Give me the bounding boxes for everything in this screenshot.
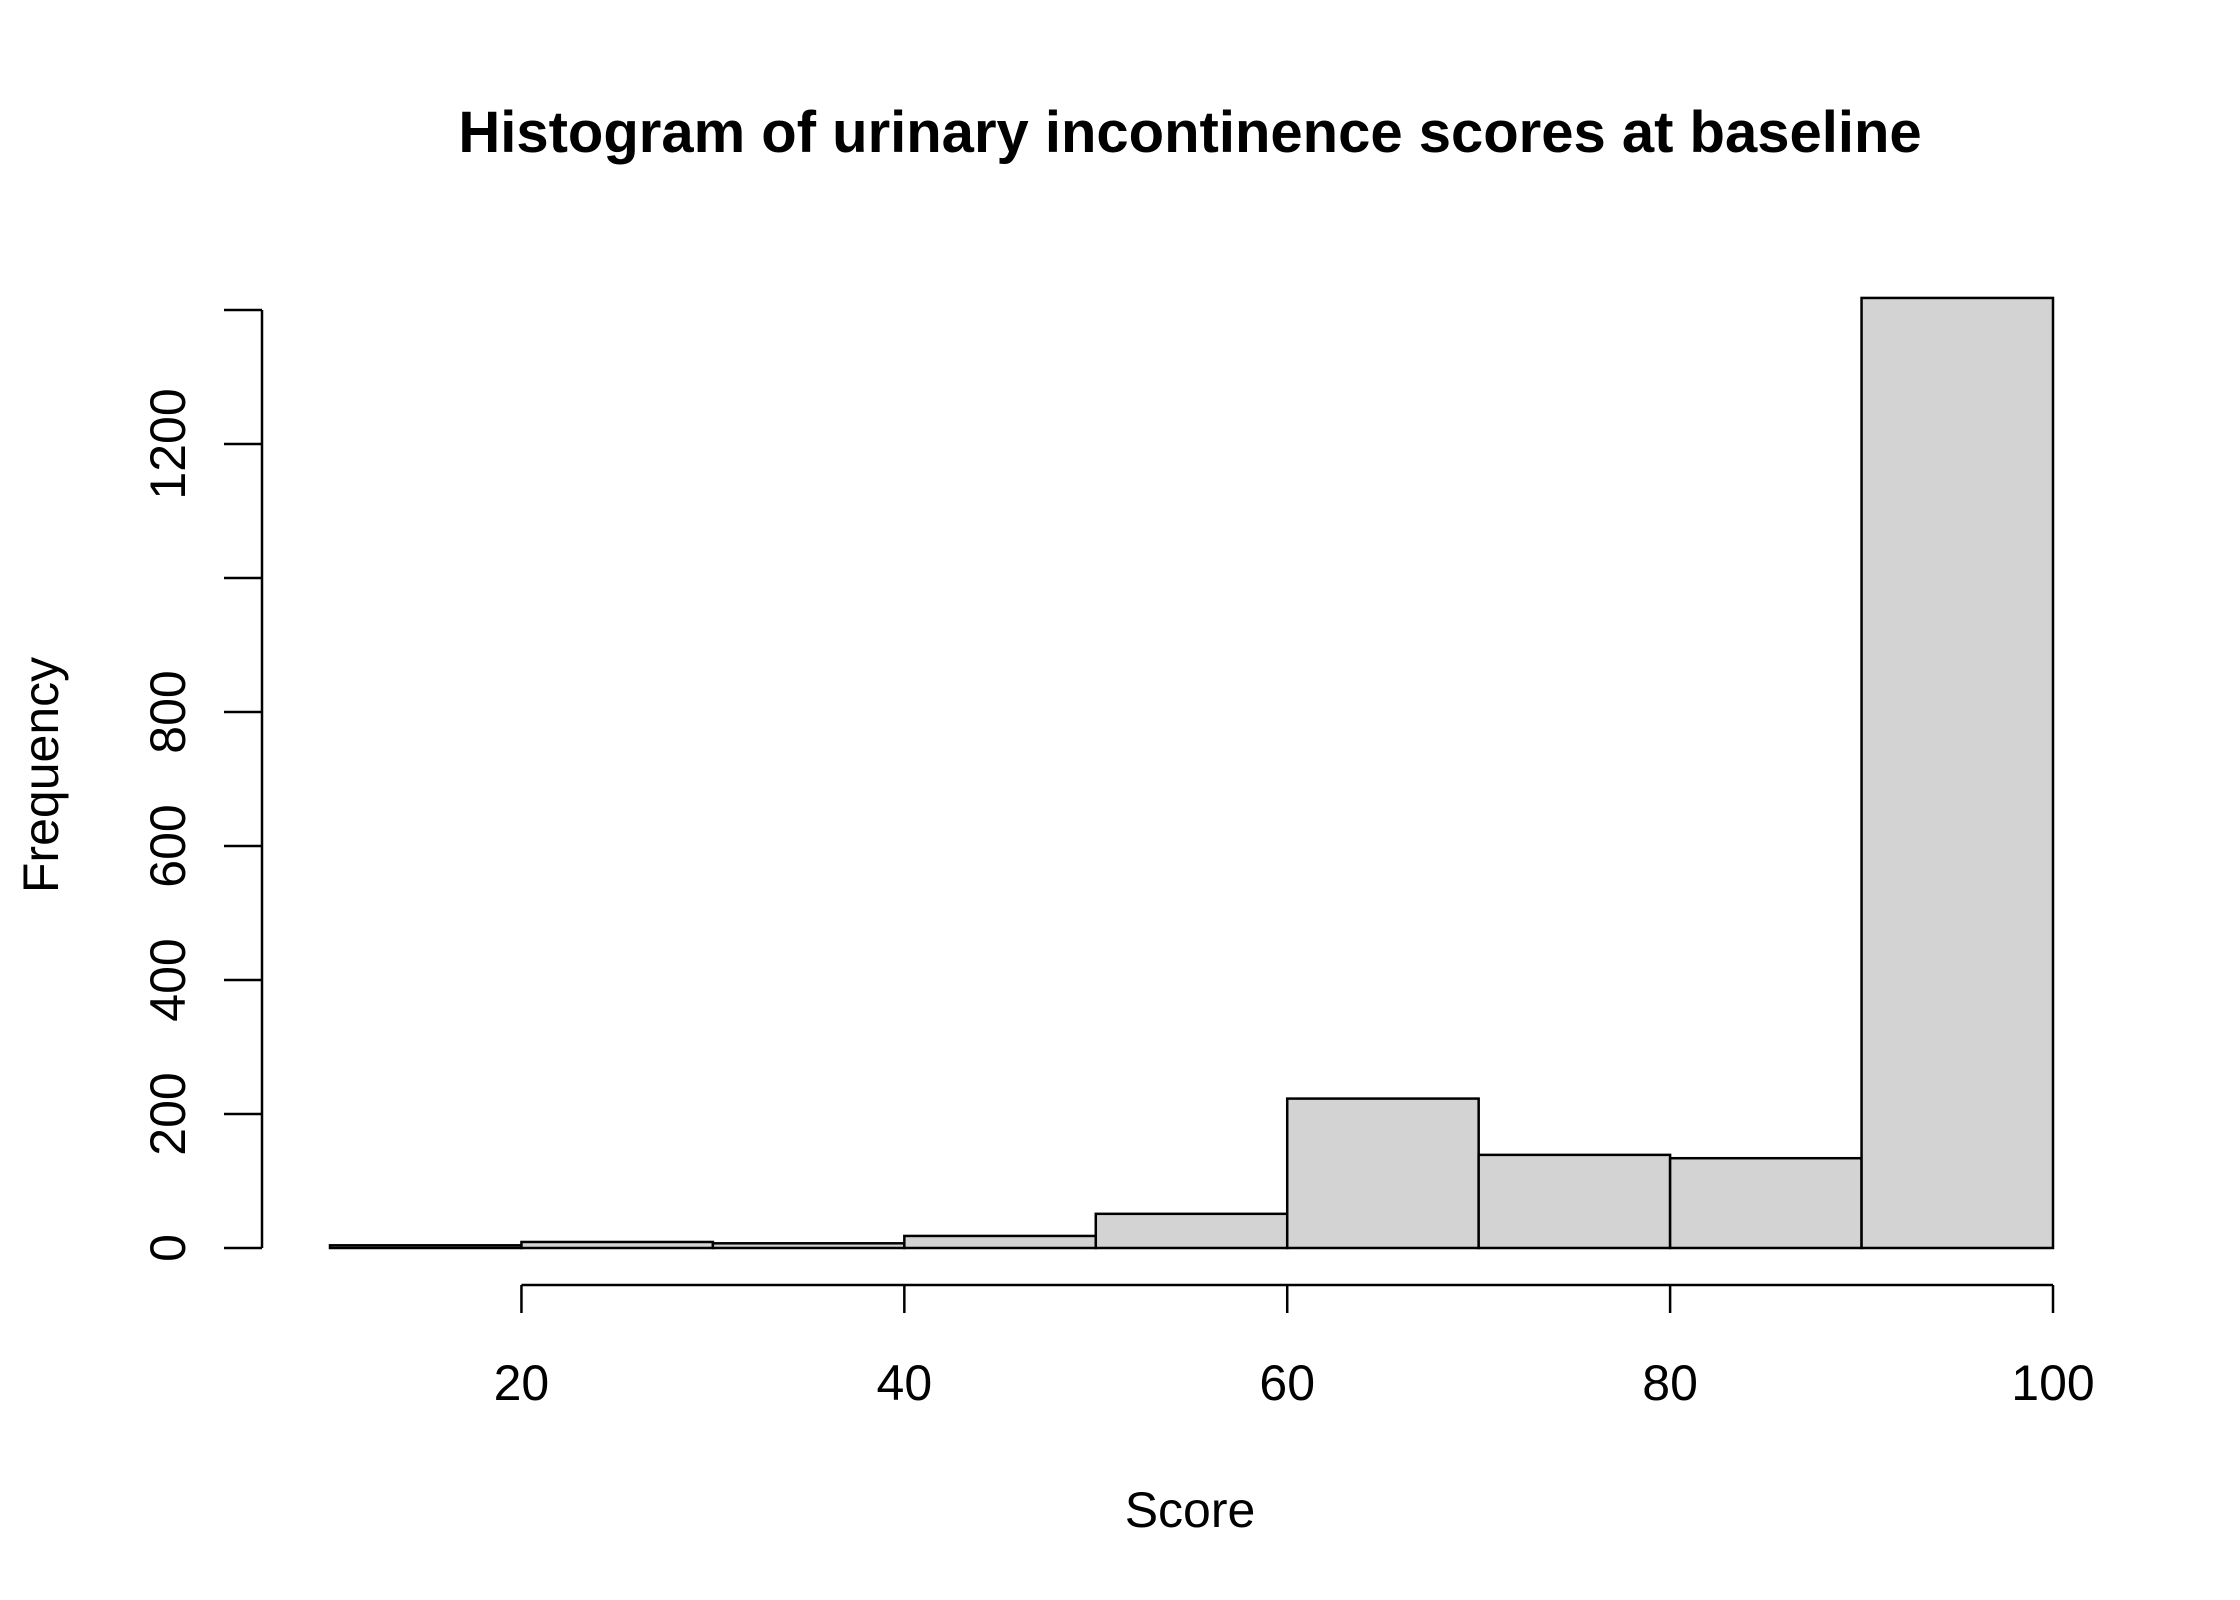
y-tick-label-400: 400 <box>140 938 196 1021</box>
x-axis: 20 40 60 80 100 <box>494 1283 2095 1411</box>
x-axis-title: Score <box>1125 1482 1256 1538</box>
y-tick-label-800: 800 <box>140 670 196 753</box>
histogram-bar-50-60 <box>1094 1212 1289 1250</box>
histogram-bar-70-80 <box>1477 1153 1672 1250</box>
histogram-bar-80-90 <box>1668 1156 1863 1250</box>
y-tick-label-0: 0 <box>140 1234 196 1262</box>
histogram-bar-90-100 <box>1860 296 2055 1250</box>
x-tick-label-40: 40 <box>877 1355 933 1411</box>
histogram-bar-10-20 <box>328 1244 523 1250</box>
y-tick-label-200: 200 <box>140 1072 196 1155</box>
histogram-bars <box>328 296 2055 1250</box>
y-tick-label-1200: 1200 <box>140 388 196 499</box>
x-tick-label-20: 20 <box>494 1355 550 1411</box>
histogram-bar-30-40 <box>711 1242 906 1250</box>
x-tick-label-100: 100 <box>2011 1355 2094 1411</box>
y-tick-label-600: 600 <box>140 804 196 887</box>
x-tick-label-60: 60 <box>1259 1355 1315 1411</box>
histogram-bar-40-50 <box>903 1234 1098 1250</box>
chart-title: Histogram of urinary incontinence scores… <box>458 100 1921 165</box>
y-axis: 0 200 400 600 800 1200 <box>140 308 264 1262</box>
histogram-bar-60-70 <box>1285 1097 1480 1250</box>
x-tick-label-80: 80 <box>1642 1355 1698 1411</box>
y-axis-title: Frequency <box>13 657 69 893</box>
histogram-bar-20-30 <box>520 1240 715 1250</box>
